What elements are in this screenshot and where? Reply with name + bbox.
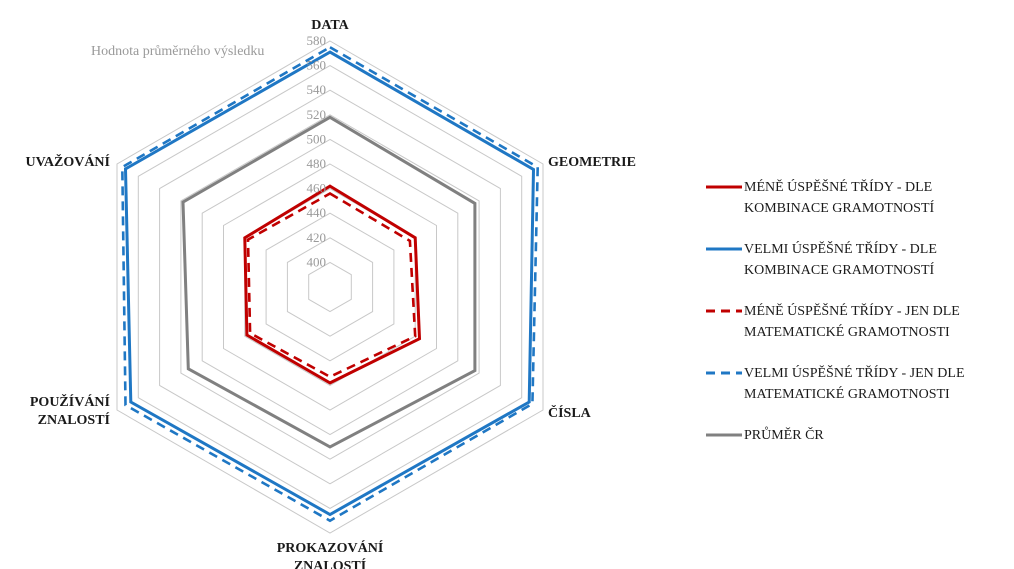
legend-item: VELMI ÚSPĚŠNÉ TŘÍDY - JEN DLE MATEMATICKÉ…: [706, 364, 965, 402]
series-line: [243, 184, 422, 385]
axis-label: ČÍSLA: [548, 404, 592, 421]
grid-ring: [180, 114, 480, 460]
radar-series: [120, 45, 540, 523]
legend-label: MÉNĚ ÚSPĚŠNÉ TŘÍDY - JEN DLE MATEMATICKÉ …: [744, 302, 960, 340]
axis-label: GEOMETRIE: [548, 155, 636, 170]
axis-label: UVAŽOVÁNÍ: [25, 153, 110, 170]
grid-ring: [265, 212, 395, 362]
radial-tick-labels: 400 420 440 460 480 500 520 540 560 580: [307, 33, 327, 269]
grid-ring: [159, 89, 501, 485]
grid-ring: [308, 261, 352, 313]
tick-label: 480: [307, 156, 327, 171]
legend-label: VELMI ÚSPĚŠNÉ TŘÍDY - DLE KOMBINACE GRAMO…: [744, 240, 937, 278]
axis-labels: DATA GEOMETRIE ČÍSLA PROKAZOVÁNÍ ZNALOSTÍ POU…: [25, 18, 635, 569]
legend-item: PRŮMĚR ČR: [706, 425, 824, 443]
series-line: [246, 191, 417, 379]
legend-item: MÉNĚ ÚSPĚŠNÉ TŘÍDY - JEN DLE MATEMATICKÉ …: [706, 302, 960, 340]
tick-label: 540: [307, 82, 327, 97]
grid-ring: [286, 237, 374, 337]
legend-label: VELMI ÚSPĚŠNÉ TŘÍDY - JEN DLE MATEMATICKÉ…: [744, 364, 965, 402]
grid-ring: [223, 163, 437, 411]
tick-label: 500: [307, 131, 327, 146]
radial-axis-title: Hodnota průměrného výsledku: [91, 44, 264, 59]
legend-label: PRŮMĚR ČR: [744, 425, 824, 443]
axis-label: POUŽÍVÁNÍ ZNALOSTÍ: [30, 393, 110, 428]
series-line: [120, 45, 540, 523]
tick-label: 440: [307, 205, 327, 220]
legend-item: MÉNĚ ÚSPĚŠNÉ TŘÍDY - DLE KOMBINACE GRAMOT…: [706, 178, 935, 216]
tick-label: 460: [307, 181, 327, 196]
axis-label: DATA: [311, 18, 349, 33]
tick-label: 400: [307, 254, 327, 269]
axis-label: PROKAZOVÁNÍ ZNALOSTÍ: [277, 539, 384, 569]
radar-grid: [116, 40, 544, 534]
tick-label: 420: [307, 230, 327, 245]
grid-ring: [116, 40, 544, 534]
legend-label: MÉNĚ ÚSPĚŠNÉ TŘÍDY - DLE KOMBINACE GRAMOT…: [744, 178, 935, 216]
tick-label: 580: [307, 33, 327, 48]
tick-label: 560: [307, 58, 327, 73]
grid-ring: [137, 65, 523, 509]
grid-ring: [201, 138, 459, 436]
grid-ring: [244, 188, 416, 386]
legend-item: VELMI ÚSPĚŠNÉ TŘÍDY - DLE KOMBINACE GRAMO…: [706, 240, 937, 278]
tick-label: 520: [307, 107, 327, 122]
legend: MÉNĚ ÚSPĚŠNÉ TŘÍDY - DLE KOMBINACE GRAMOT…: [706, 178, 965, 443]
series-line: [181, 115, 477, 449]
series-line: [123, 50, 536, 517]
